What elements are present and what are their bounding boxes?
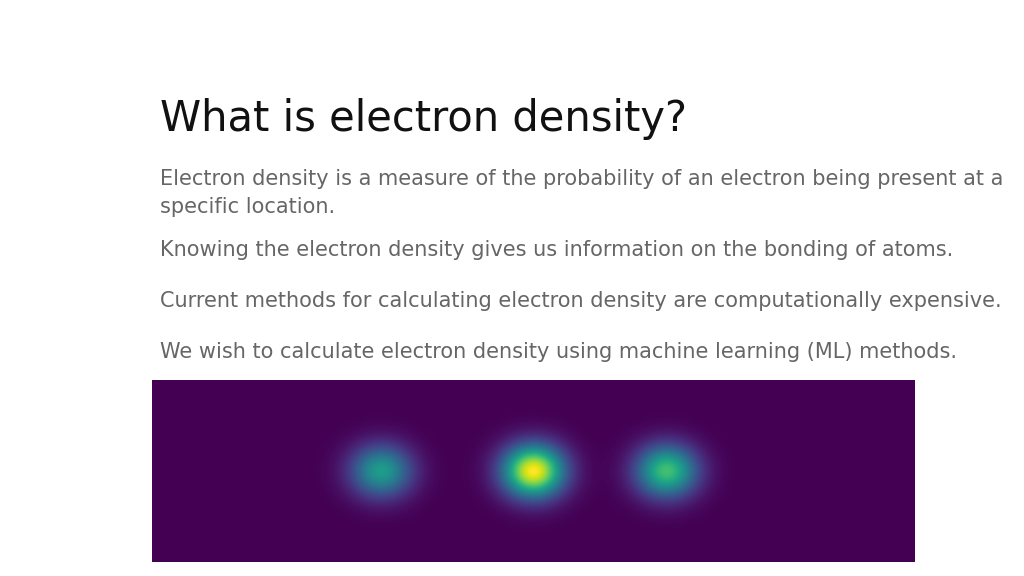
Text: What is electron density?: What is electron density? <box>160 98 687 140</box>
Text: Electron density is a measure of the probability of an electron being present at: Electron density is a measure of the pro… <box>160 169 1004 217</box>
Text: Knowing the electron density gives us information on the bonding of atoms.: Knowing the electron density gives us in… <box>160 240 953 260</box>
Text: We wish to calculate electron density using machine learning (ML) methods.: We wish to calculate electron density us… <box>160 342 956 362</box>
Text: Current methods for calculating electron density are computationally expensive.: Current methods for calculating electron… <box>160 291 1001 311</box>
